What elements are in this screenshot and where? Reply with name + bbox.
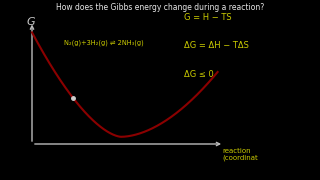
Text: How does the Gibbs energy change during a reaction?: How does the Gibbs energy change during … — [56, 3, 264, 12]
Text: G: G — [26, 17, 35, 27]
Text: ΔG ≤ 0: ΔG ≤ 0 — [184, 70, 214, 79]
Text: reaction
(coordinat: reaction (coordinat — [222, 148, 258, 161]
Text: N₂(g)+3H₂(g) ⇌ 2NH₃(g): N₂(g)+3H₂(g) ⇌ 2NH₃(g) — [64, 40, 144, 46]
Text: ΔG = ΔH − TΔS: ΔG = ΔH − TΔS — [184, 41, 249, 50]
Text: G = H − TS: G = H − TS — [184, 13, 232, 22]
